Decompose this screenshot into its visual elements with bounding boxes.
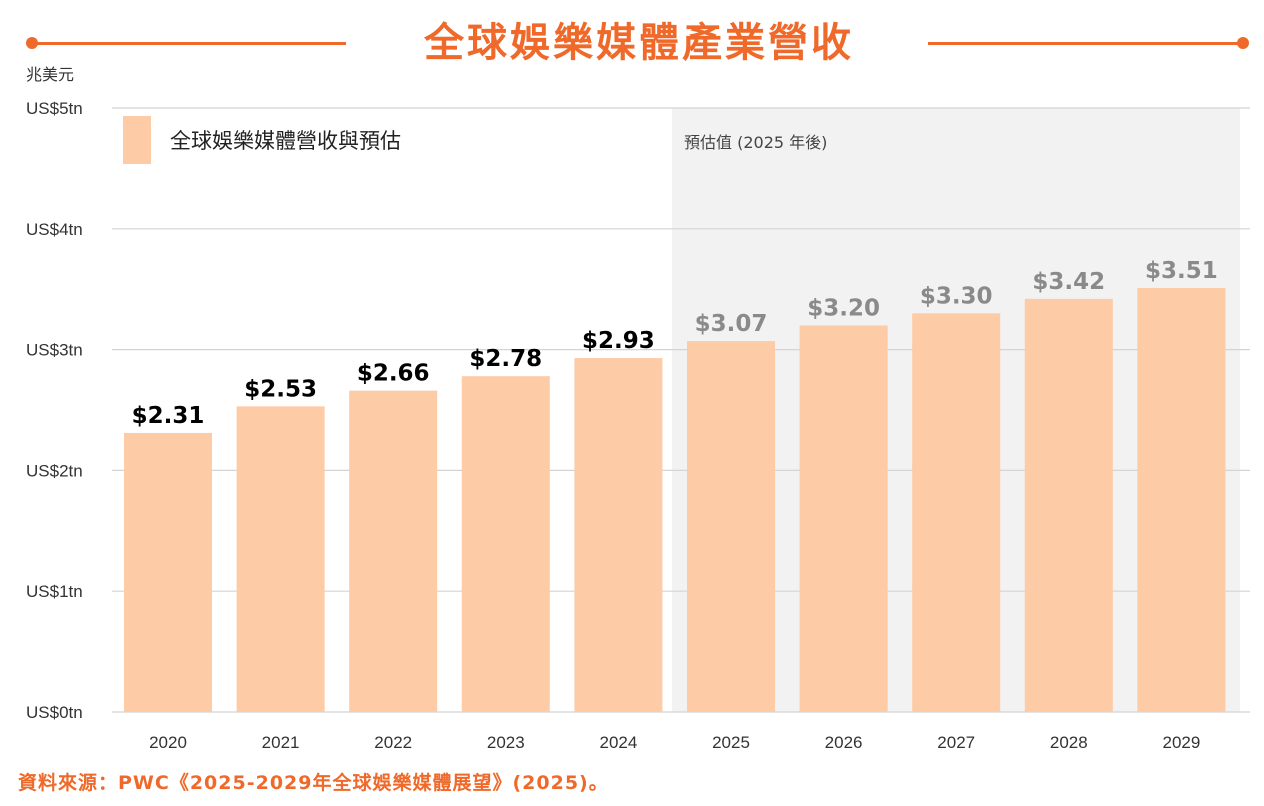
x-tick-label: 2029 — [1162, 733, 1200, 752]
x-tick-label: 2023 — [487, 733, 525, 752]
y-tick-label: US$2tn — [26, 461, 83, 480]
right-dot-icon — [1237, 37, 1249, 49]
bar — [574, 358, 663, 712]
legend-label: 全球娛樂媒體營收與預估 — [170, 129, 401, 153]
x-tick-label: 2025 — [712, 733, 750, 752]
bar — [124, 432, 212, 712]
data-label: $2.78 — [469, 346, 542, 372]
data-label: $2.66 — [357, 361, 430, 387]
x-tick-label: 2028 — [1050, 733, 1088, 752]
x-tick-label: 2026 — [825, 733, 863, 752]
bar — [1024, 298, 1113, 712]
y-tick-label: US$3tn — [26, 341, 83, 360]
data-label: $3.07 — [695, 311, 768, 337]
bar — [687, 341, 775, 712]
bar — [461, 376, 550, 712]
data-label: $2.53 — [244, 376, 317, 402]
source-note: 資料來源：PWC《2025-2029年全球娛樂媒體展望》(2025)。 — [18, 772, 609, 794]
x-tick-label: 2021 — [262, 733, 300, 752]
data-label: $3.42 — [1032, 269, 1105, 295]
title-bar: 全球娛樂媒體產業營收 — [0, 0, 1264, 80]
bar — [912, 313, 1001, 712]
y-axis-unit-label: 兆美元 — [26, 65, 74, 84]
x-tick-label: 2024 — [599, 733, 637, 752]
y-tick-label: US$4tn — [26, 220, 83, 239]
data-label: $3.51 — [1145, 258, 1218, 284]
bar — [799, 325, 888, 712]
y-tick-label: US$5tn — [26, 99, 83, 118]
y-tick-label: US$1tn — [26, 582, 83, 601]
bar — [236, 406, 325, 712]
x-tick-label: 2022 — [374, 733, 412, 752]
bar — [349, 390, 438, 712]
chart-title: 全球娛樂媒體產業營收 — [424, 20, 854, 66]
data-label: $2.31 — [132, 403, 205, 429]
data-label: $2.93 — [582, 328, 655, 354]
bar — [1137, 287, 1226, 712]
x-tick-label: 2020 — [149, 733, 187, 752]
forecast-label: 預估值 (2025 年後) — [684, 133, 827, 152]
y-tick-label: US$0tn — [26, 703, 83, 722]
data-label: $3.20 — [807, 295, 880, 321]
legend-swatch — [123, 116, 151, 164]
right-rule — [928, 42, 1242, 45]
left-rule — [30, 42, 346, 45]
data-label: $3.30 — [920, 283, 993, 309]
x-tick-label: 2027 — [937, 733, 975, 752]
